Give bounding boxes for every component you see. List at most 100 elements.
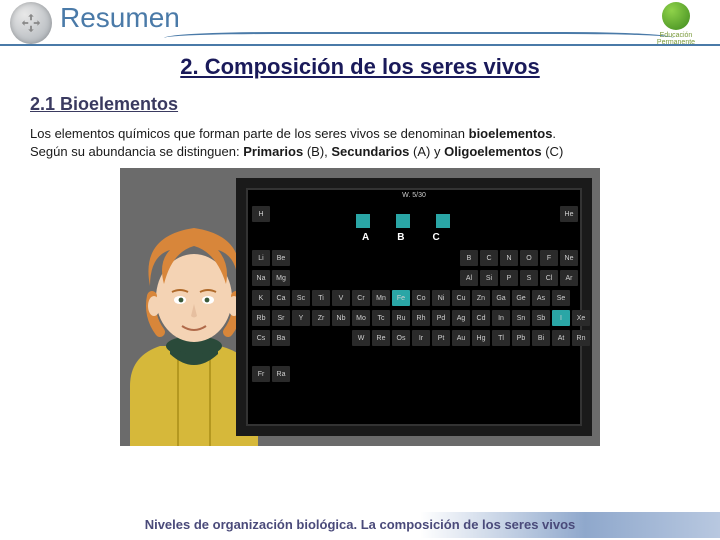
element-Sn: Sn — [512, 310, 530, 326]
element-Os: Os — [392, 330, 410, 346]
element-Fe: Fe — [392, 290, 410, 306]
term-primarios: Primarios — [243, 144, 303, 159]
element-Se: Se — [552, 290, 570, 306]
element-Ne: Ne — [560, 250, 578, 266]
pt-row: BCNOFNe — [460, 250, 578, 266]
element-I: I — [552, 310, 570, 326]
element-Re: Re — [372, 330, 390, 346]
element-Ni: Ni — [432, 290, 450, 306]
element-K: K — [252, 290, 270, 306]
element-V: V — [332, 290, 350, 306]
element-Sb: Sb — [532, 310, 550, 326]
pt-row: He — [560, 206, 578, 222]
header-divider — [164, 32, 674, 44]
legend-label: B — [397, 232, 404, 243]
element-Tc: Tc — [372, 310, 390, 326]
pt-row: CsBaWReOsIrPtAuHgTlPbBiAtRn — [252, 330, 590, 346]
element-Cr: Cr — [352, 290, 370, 306]
periodic-table-screen: W. 5/30 ABC HHeLiBeBCNOFNeNaMgAlSiPSClAr… — [236, 178, 592, 436]
pt-row: RbSrYZrNbMoTcRuRhPdAgCdInSnSbIXe — [252, 310, 590, 326]
element-Bi: Bi — [532, 330, 550, 346]
pt-row: H — [252, 206, 270, 222]
brand-logo-text: Educación Permanente — [657, 32, 695, 46]
legend-swatch — [396, 214, 410, 228]
element-Na: Na — [252, 270, 270, 286]
element-As: As — [532, 290, 550, 306]
element-At: At — [552, 330, 570, 346]
element-Ge: Ge — [512, 290, 530, 306]
footer-text: Niveles de organización biológica. La co… — [0, 517, 720, 532]
element-Y: Y — [292, 310, 310, 326]
element-Be: Be — [272, 250, 290, 266]
term-bioelementos: bioelementos — [469, 126, 553, 141]
element-O: O — [520, 250, 538, 266]
element-Zn: Zn — [472, 290, 490, 306]
element-Al: Al — [460, 270, 478, 286]
element-Pd: Pd — [432, 310, 450, 326]
legend-swatch — [436, 214, 450, 228]
element-Ca: Ca — [272, 290, 290, 306]
element-Cu: Cu — [452, 290, 470, 306]
element-empty — [332, 330, 350, 346]
element-Pb: Pb — [512, 330, 530, 346]
section-title: 2. Composición de los seres vivos — [30, 54, 690, 80]
element-H: H — [252, 206, 270, 222]
pt-row: LiBe — [252, 250, 290, 266]
element-He: He — [560, 206, 578, 222]
element-N: N — [500, 250, 518, 266]
header-title: Resumen — [60, 2, 180, 34]
text: (A) y — [409, 144, 444, 159]
element-Fr: Fr — [252, 366, 270, 382]
element-Ir: Ir — [412, 330, 430, 346]
element-Rb: Rb — [252, 310, 270, 326]
term-oligoelementos: Oligoelementos — [444, 144, 542, 159]
intro-paragraph: Los elementos químicos que forman parte … — [30, 125, 690, 160]
periodic-table: W. 5/30 ABC HHeLiBeBCNOFNeNaMgAlSiPSClAr… — [246, 188, 582, 426]
element-Sr: Sr — [272, 310, 290, 326]
pt-row: FrRa — [252, 366, 290, 382]
text: . — [552, 126, 556, 141]
legend-label: C — [432, 232, 439, 243]
element-F: F — [540, 250, 558, 266]
element-Hg: Hg — [472, 330, 490, 346]
pt-row: KCaScTiVCrMnFeCoNiCuZnGaGeAsSe — [252, 290, 570, 306]
text: Según su abundancia se distinguen: — [30, 144, 243, 159]
element-Rn: Rn — [572, 330, 590, 346]
element-Ra: Ra — [272, 366, 290, 382]
element-Li: Li — [252, 250, 270, 266]
element-empty — [312, 330, 330, 346]
header: Resumen Educación Permanente — [0, 0, 720, 46]
text: (B), — [303, 144, 331, 159]
element-Ti: Ti — [312, 290, 330, 306]
legend-swatches — [356, 214, 450, 228]
element-W: W — [352, 330, 370, 346]
element-Rh: Rh — [412, 310, 430, 326]
element-Si: Si — [480, 270, 498, 286]
element-In: In — [492, 310, 510, 326]
element-Ba: Ba — [272, 330, 290, 346]
element-Mn: Mn — [372, 290, 390, 306]
element-P: P — [500, 270, 518, 286]
pt-row: NaMg — [252, 270, 290, 286]
element-S: S — [520, 270, 538, 286]
element-Nb: Nb — [332, 310, 350, 326]
legend-swatch — [356, 214, 370, 228]
element-Mg: Mg — [272, 270, 290, 286]
element-Ru: Ru — [392, 310, 410, 326]
brand-logo-icon — [662, 2, 690, 30]
legend-label: A — [362, 232, 369, 243]
legend-labels: A B C — [362, 232, 440, 243]
figure: W. 5/30 ABC HHeLiBeBCNOFNeNaMgAlSiPSClAr… — [120, 168, 600, 446]
element-Ar: Ar — [560, 270, 578, 286]
element-Co: Co — [412, 290, 430, 306]
element-Ga: Ga — [492, 290, 510, 306]
text: Los elementos químicos que forman parte … — [30, 126, 469, 141]
element-Xe: Xe — [572, 310, 590, 326]
header-badge-icon — [10, 2, 52, 44]
subsection-title: 2.1 Bioelementos — [30, 94, 690, 115]
element-Cd: Cd — [472, 310, 490, 326]
element-Tl: Tl — [492, 330, 510, 346]
element-C: C — [480, 250, 498, 266]
pt-row: AlSiPSClAr — [460, 270, 578, 286]
element-Cl: Cl — [540, 270, 558, 286]
